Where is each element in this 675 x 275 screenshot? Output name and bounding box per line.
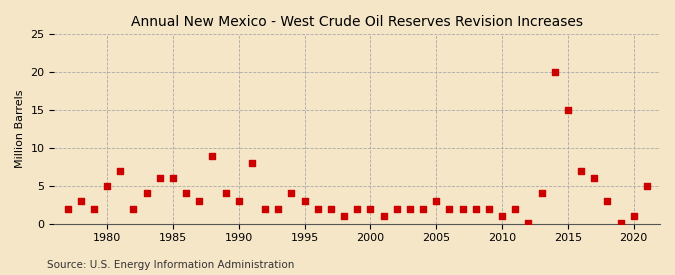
Point — [76, 199, 86, 203]
Point — [234, 199, 244, 203]
Point — [313, 207, 323, 211]
Y-axis label: Million Barrels: Million Barrels — [15, 90, 25, 168]
Point — [457, 207, 468, 211]
Point — [220, 191, 231, 196]
Point — [141, 191, 152, 196]
Point — [444, 207, 455, 211]
Point — [404, 207, 415, 211]
Title: Annual New Mexico - West Crude Oil Reserves Revision Increases: Annual New Mexico - West Crude Oil Reser… — [131, 15, 583, 29]
Point — [246, 161, 257, 165]
Point — [641, 184, 652, 188]
Point — [562, 108, 573, 112]
Point — [589, 176, 599, 180]
Point — [470, 207, 481, 211]
Point — [549, 70, 560, 75]
Point — [365, 207, 376, 211]
Point — [102, 184, 113, 188]
Point — [273, 207, 284, 211]
Point — [299, 199, 310, 203]
Point — [431, 199, 441, 203]
Point — [128, 207, 139, 211]
Point — [286, 191, 297, 196]
Text: Source: U.S. Energy Information Administration: Source: U.S. Energy Information Administ… — [47, 260, 294, 270]
Point — [88, 207, 99, 211]
Point — [536, 191, 547, 196]
Point — [260, 207, 271, 211]
Point — [325, 207, 336, 211]
Point — [602, 199, 613, 203]
Point — [483, 207, 494, 211]
Point — [207, 153, 218, 158]
Point — [392, 207, 402, 211]
Point — [576, 169, 587, 173]
Point — [181, 191, 192, 196]
Point — [155, 176, 165, 180]
Point — [523, 221, 534, 225]
Point — [352, 207, 362, 211]
Point — [167, 176, 178, 180]
Point — [418, 207, 429, 211]
Point — [194, 199, 205, 203]
Point — [62, 207, 73, 211]
Point — [628, 214, 639, 218]
Point — [115, 169, 126, 173]
Point — [497, 214, 508, 218]
Point — [378, 214, 389, 218]
Point — [339, 214, 350, 218]
Point — [510, 207, 520, 211]
Point — [615, 221, 626, 225]
